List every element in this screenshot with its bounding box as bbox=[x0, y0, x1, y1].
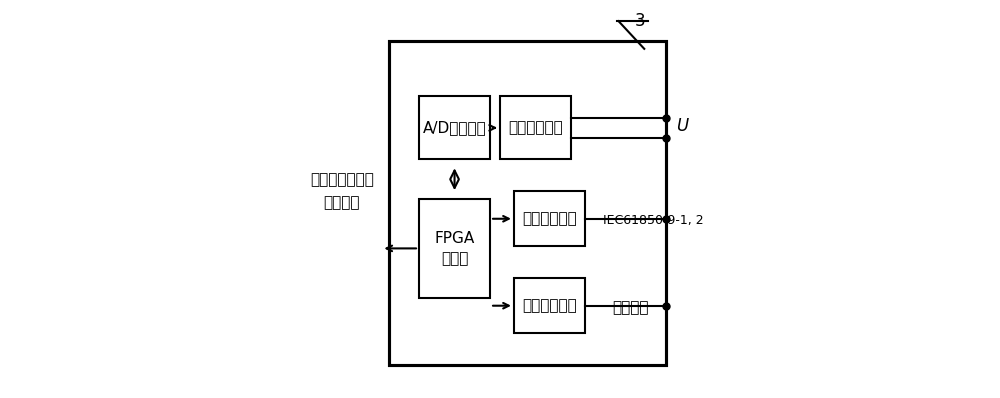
Text: 3: 3 bbox=[635, 12, 646, 30]
Bar bbox=[500, 96, 571, 160]
Bar bbox=[514, 191, 585, 246]
Text: A/D采集芯片: A/D采集芯片 bbox=[423, 120, 486, 135]
Text: 串口或网络口至
显示终端: 串口或网络口至 显示终端 bbox=[310, 172, 374, 210]
Text: IEC61850-9-1, 2: IEC61850-9-1, 2 bbox=[603, 214, 703, 227]
Text: U: U bbox=[676, 117, 688, 135]
Text: FPGA
处理器: FPGA 处理器 bbox=[434, 231, 475, 266]
Text: 信号调理电路: 信号调理电路 bbox=[508, 120, 563, 135]
Bar bbox=[389, 41, 666, 365]
Text: 光电转换电路: 光电转换电路 bbox=[522, 211, 577, 226]
Text: 同步脉冲: 同步脉冲 bbox=[613, 300, 649, 315]
Bar bbox=[419, 96, 490, 160]
Text: 电光转换电路: 电光转换电路 bbox=[522, 298, 577, 313]
Bar bbox=[514, 278, 585, 334]
Bar bbox=[419, 199, 490, 298]
